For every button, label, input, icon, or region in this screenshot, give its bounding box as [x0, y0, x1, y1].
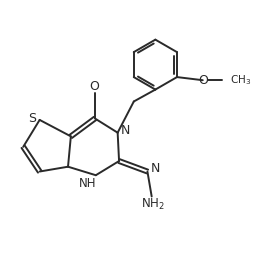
Text: O: O: [198, 74, 208, 87]
Text: S: S: [29, 112, 37, 125]
Text: N: N: [121, 124, 130, 137]
Text: O: O: [89, 80, 99, 93]
Text: NH$_2$: NH$_2$: [141, 197, 165, 212]
Text: N: N: [151, 162, 160, 175]
Text: NH: NH: [79, 177, 97, 190]
Text: CH$_3$: CH$_3$: [230, 73, 251, 87]
